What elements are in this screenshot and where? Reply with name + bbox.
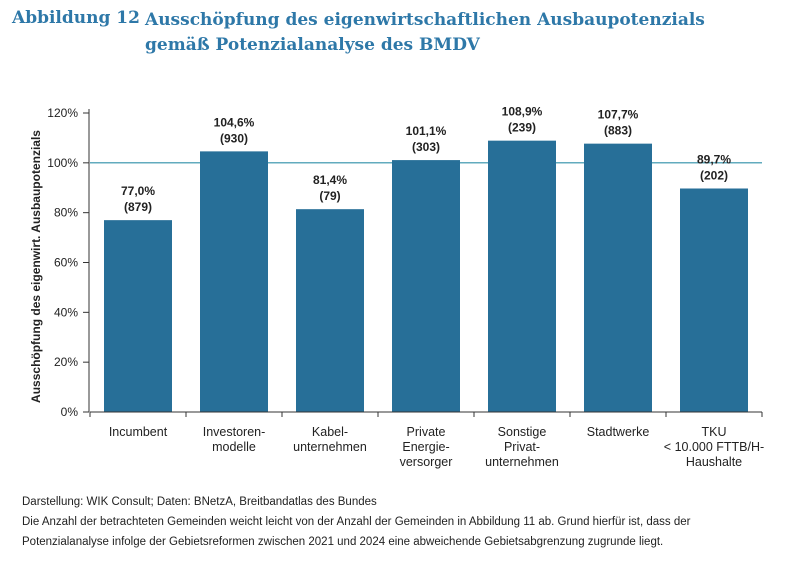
y-tick-label: 60% (54, 256, 78, 270)
y-tick-label: 0% (61, 405, 79, 419)
bar (488, 140, 556, 412)
bar-count-label: (883) (604, 124, 632, 138)
x-category-label: unternehmen (485, 455, 559, 469)
bar-chart: Ausschöpfung des eigenwirt. Ausbaupotenz… (29, 105, 764, 469)
bar-value-label: 104,6% (214, 115, 255, 129)
x-category-label: Privat- (504, 440, 540, 454)
figure-title: Ausschöpfung des eigenwirtschaftlichen A… (145, 10, 705, 55)
note-line-1: Die Anzahl der betrachteten Gemeinden we… (22, 516, 691, 528)
bar-count-label: (239) (508, 121, 536, 135)
x-category-label: Private (407, 425, 446, 439)
bar-value-label: 107,7% (598, 108, 639, 122)
bar-count-label: (930) (220, 131, 248, 145)
y-tick-label: 20% (54, 355, 78, 369)
y-tick-label: 120% (47, 106, 78, 120)
bar-count-label: (79) (319, 189, 340, 203)
bar (296, 209, 364, 412)
x-category-label: Investoren- (203, 425, 266, 439)
x-category-label: < 10.000 FTTB/H- (664, 440, 764, 454)
chart-notes: Darstellung: WIK Consult; Daten: BNetzA,… (22, 492, 690, 552)
bar-value-label: 101,1% (406, 124, 447, 138)
bar-value-label: 108,9% (502, 105, 543, 119)
bar (680, 188, 748, 412)
y-axis-label: Ausschöpfung des eigenwirt. Ausbaupotenz… (29, 130, 43, 403)
x-category-label: Haushalte (686, 455, 742, 469)
x-category-label: Sonstige (498, 425, 547, 439)
y-tick-label: 100% (47, 156, 78, 170)
x-category-label: versorger (400, 455, 453, 469)
x-category-label: Stadtwerke (587, 425, 650, 439)
bar-value-label: 89,7% (697, 152, 731, 166)
bar (392, 160, 460, 412)
note-line-2: Potenzialanalyse infolge der Gebietsrefo… (22, 536, 664, 548)
bar-count-label: (303) (412, 140, 440, 154)
bar-value-label: 81,4% (313, 173, 347, 187)
figure-label: Abbildung 12 (12, 8, 140, 28)
x-category-label: unternehmen (293, 440, 367, 454)
bar-count-label: (202) (700, 168, 728, 182)
bar (104, 220, 172, 412)
x-category-label: Incumbent (109, 425, 168, 439)
bar-value-label: 77,0% (121, 184, 155, 198)
y-tick-label: 80% (54, 206, 78, 220)
bar (584, 143, 652, 412)
x-category-label: TKU (702, 425, 727, 439)
y-tick-label: 40% (54, 305, 78, 319)
source-note: Darstellung: WIK Consult; Daten: BNetzA,… (22, 496, 377, 508)
bar (200, 151, 268, 412)
bar-count-label: (879) (124, 200, 152, 214)
x-category-label: modelle (212, 440, 256, 454)
x-category-label: Kabel- (312, 425, 348, 439)
x-category-label: Energie- (402, 440, 449, 454)
